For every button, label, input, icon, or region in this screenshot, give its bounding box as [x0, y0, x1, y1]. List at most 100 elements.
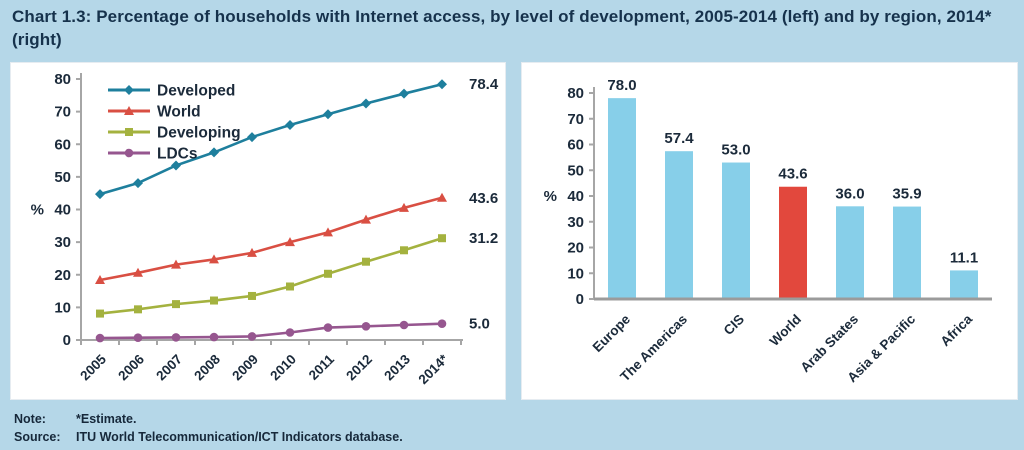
series-line: [99, 236, 443, 315]
line-series-developing: 31.2: [96, 230, 498, 318]
y-tick-label: 0: [63, 332, 71, 349]
y-tick-label: 60: [567, 137, 584, 154]
legend-label: LDCs: [157, 146, 197, 163]
triangle-marker: [133, 267, 143, 277]
diamond-marker: [209, 147, 219, 158]
y-tick-label: 20: [567, 240, 584, 257]
triangle-marker: [323, 227, 333, 237]
line-series-world: 43.6: [95, 190, 498, 284]
square-marker: [125, 128, 133, 136]
bar-the-americas: [665, 151, 693, 299]
triangle-marker: [209, 254, 219, 264]
line-chart-panel: 0 10 20 30 40 50 60 70 80% 2005 2006 2007 2008 2009 20…: [10, 62, 506, 400]
line-series-developed: 78.4: [95, 76, 499, 200]
diamond-marker: [323, 109, 333, 120]
bar-value-label: 78.0: [607, 77, 636, 94]
triangle-marker: [171, 259, 181, 269]
bar-value-label: 35.9: [892, 186, 921, 203]
y-tick-label: 40: [54, 202, 71, 219]
y-tick-label: 30: [54, 234, 71, 251]
triangle-marker: [247, 247, 257, 257]
chart-footer: Note: *Estimate. Source: ITU World Telec…: [14, 410, 403, 446]
note-text: *Estimate.: [76, 412, 137, 426]
bar-value-label: 11.1: [950, 249, 978, 266]
x-tick-label: 2012: [343, 352, 375, 384]
x-tick-label: Europe: [590, 311, 634, 355]
x-tick-label: 2013: [381, 351, 413, 383]
series-line: [99, 196, 443, 282]
line-series-ldcs: 5.0: [95, 316, 490, 343]
circle-marker: [285, 328, 295, 337]
x-tick-label: CIS: [721, 312, 748, 339]
bar-chart-axes: 0 10 20 30 40 50 60 70 80%: [544, 85, 595, 308]
series-end-label: 43.6: [469, 190, 498, 207]
circle-marker: [209, 332, 219, 342]
x-tick-label: 2014*: [416, 351, 452, 387]
circle-marker: [399, 320, 409, 330]
bar-value-label: 57.4: [664, 130, 694, 147]
series-line: [99, 322, 443, 340]
circle-marker: [361, 321, 371, 331]
legend-label: World: [157, 104, 201, 121]
circle-marker: [247, 332, 257, 341]
source-row: Source: ITU World Telecommunication/ICT …: [14, 428, 403, 446]
y-tick-label: 50: [567, 162, 584, 179]
legend-item-ldcs: LDCs: [108, 146, 197, 163]
source-text: ITU World Telecommunication/ICT Indicato…: [76, 430, 403, 445]
diamond-marker: [399, 88, 409, 99]
y-tick-label: 50: [54, 169, 71, 186]
triangle-marker: [124, 106, 134, 115]
series-end-label: 31.2: [469, 230, 498, 247]
y-tick-label: 70: [54, 104, 71, 121]
bar-cis: [722, 162, 750, 299]
x-tick-label: 2008: [191, 351, 223, 383]
square-marker: [248, 291, 256, 300]
bar-arab-states: [836, 206, 864, 299]
series-end-label: 78.4: [469, 76, 499, 93]
x-tick-label: 2009: [229, 352, 261, 384]
bar-africa: [950, 270, 978, 299]
bar-europe: [608, 98, 636, 300]
bar-chart-panel: 0 10 20 30 40 50 60 70 80% 78.0 Europe 57.4 The Amer…: [521, 62, 1018, 400]
circle-marker: [95, 333, 105, 343]
y-tick-label: 10: [567, 265, 584, 282]
x-tick-label: 2010: [267, 352, 299, 384]
square-marker: [400, 246, 408, 255]
legend-label: Developing: [157, 125, 241, 142]
square-marker: [362, 257, 370, 266]
x-tick-label: 2011: [306, 351, 338, 383]
x-tick-label: 2006: [115, 351, 147, 383]
triangle-marker: [285, 237, 295, 247]
chart-title: Chart 1.3: Percentage of households with…: [12, 7, 992, 49]
circle-marker: [323, 323, 333, 332]
y-tick-label: 70: [567, 111, 584, 128]
legend-item-developed: Developed: [108, 83, 235, 100]
square-marker: [324, 269, 332, 278]
x-tick-label: 2005: [77, 351, 109, 383]
y-tick-label: 80: [54, 71, 71, 88]
y-tick-label: 10: [54, 299, 71, 316]
legend-item-developing: Developing: [108, 125, 241, 142]
x-tick-label: World: [767, 312, 804, 349]
circle-marker: [133, 333, 143, 343]
y-tick-label: 60: [54, 136, 71, 153]
triangle-marker: [361, 214, 371, 224]
y-tick-label: 40: [567, 188, 584, 205]
y-tick-label: 80: [567, 85, 584, 102]
note-row: Note: *Estimate.: [14, 410, 403, 428]
note-label: Note:: [14, 412, 46, 426]
y-tick-label: 30: [567, 214, 584, 231]
y-axis-label: %: [544, 188, 557, 205]
square-marker: [172, 300, 180, 309]
square-marker: [96, 309, 104, 318]
triangle-marker: [437, 192, 447, 202]
bar-value-label: 43.6: [778, 166, 807, 183]
circle-marker: [437, 319, 447, 328]
diamond-marker: [361, 98, 371, 109]
legend-label: Developed: [157, 83, 235, 100]
bar-asia-pacific: [893, 206, 921, 299]
x-tick-label: Arab States: [797, 312, 861, 376]
